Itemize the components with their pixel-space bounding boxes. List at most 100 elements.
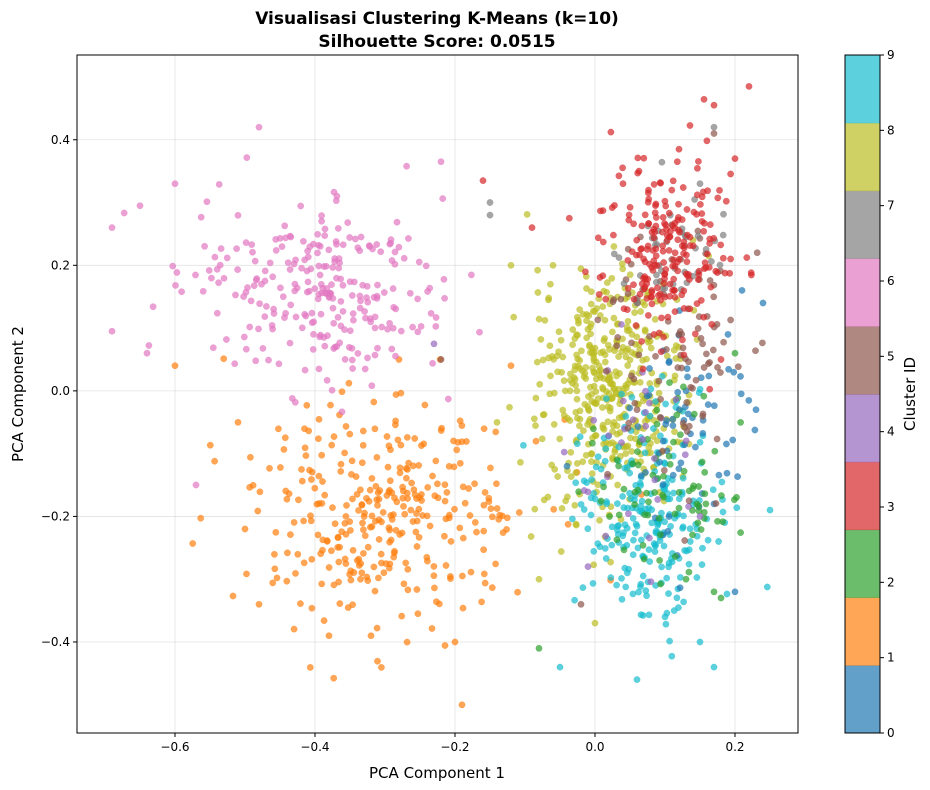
y-tick-label: 0.2 <box>51 258 70 272</box>
cluster-1-point <box>314 531 322 539</box>
cluster-8-point <box>541 316 549 324</box>
cluster-6-point <box>414 328 422 336</box>
cluster-8-point <box>572 521 580 529</box>
cluster-8-point <box>651 315 659 323</box>
cluster-3-point <box>630 281 637 289</box>
cluster-4-point <box>618 439 625 447</box>
cluster-1-point <box>428 625 436 632</box>
cluster-9-point <box>650 540 658 548</box>
cluster-9-point <box>645 546 653 554</box>
cluster-6-point <box>392 352 399 360</box>
cluster-1-point <box>342 512 350 520</box>
cluster-1-point <box>403 433 411 441</box>
cluster-8-point <box>623 323 631 331</box>
cluster-1-point <box>394 436 402 444</box>
cluster-2-point <box>701 490 709 498</box>
cluster-6-point <box>321 225 329 233</box>
cluster-3-point <box>661 197 669 205</box>
cluster-1-point <box>389 511 397 519</box>
cluster-0-point <box>684 373 691 381</box>
cluster-8-point <box>550 420 558 428</box>
colorbar-segment-2 <box>845 529 880 598</box>
cluster-6-point <box>366 242 374 250</box>
cluster-0-point <box>724 330 732 338</box>
cluster-1-point <box>419 512 427 519</box>
cluster-0-point <box>634 423 642 431</box>
x-tick-label: −0.4 <box>300 740 329 754</box>
cluster-9-point <box>618 390 626 398</box>
cluster-4-point <box>617 320 625 328</box>
cluster-5-point <box>656 413 664 421</box>
cluster-7-point <box>653 271 660 279</box>
cluster-1-point <box>437 427 445 434</box>
cluster-3-point <box>670 287 678 294</box>
cluster-9-point <box>602 555 610 562</box>
cluster-0-point <box>745 396 753 404</box>
cluster-0-point <box>664 527 672 535</box>
cluster-8-point <box>569 326 577 334</box>
cluster-6-point <box>276 284 284 292</box>
cluster-8-point <box>655 389 663 397</box>
cluster-8-point <box>596 516 603 524</box>
cluster-7-point <box>694 232 702 240</box>
cluster-9-point <box>652 527 660 535</box>
cluster-9-point <box>665 563 673 571</box>
cluster-8-point <box>527 533 535 540</box>
cluster-1-point <box>349 546 357 554</box>
cluster-3-point <box>706 221 714 229</box>
cluster-1-point <box>290 625 298 633</box>
cluster-1-point <box>404 465 411 473</box>
cluster-7-point <box>696 180 704 188</box>
cluster-6-point <box>291 398 299 406</box>
cluster-1-point <box>361 509 368 517</box>
colorbar-segment-6 <box>845 258 880 327</box>
cluster-1-point <box>358 501 366 508</box>
cluster-1-point <box>292 569 299 577</box>
cluster-1-point <box>459 483 467 491</box>
cluster-1-point <box>467 568 475 576</box>
cluster-6-point <box>377 248 385 256</box>
cluster-1-point <box>329 504 336 512</box>
cluster-1-point <box>298 465 305 473</box>
cluster-4-point <box>430 340 438 348</box>
cluster-6-point <box>220 274 228 282</box>
cluster-6-point <box>429 359 437 367</box>
cluster-1-point <box>447 537 455 545</box>
cluster-1-point <box>311 484 319 492</box>
cluster-2-point <box>665 452 673 460</box>
cluster-8-point <box>595 362 603 370</box>
colorbar-tick-label: 9 <box>887 48 895 62</box>
cluster-6-point <box>171 180 179 188</box>
cluster-8-point <box>622 450 630 458</box>
cluster-3-point <box>648 300 656 308</box>
cluster-1-point <box>321 491 329 499</box>
cluster-7-point <box>486 199 494 206</box>
cluster-8-point <box>588 397 596 405</box>
cluster-8-point <box>557 548 565 555</box>
cluster-3-point <box>648 293 656 301</box>
cluster-6-point <box>476 328 483 336</box>
cluster-5-point <box>633 406 641 414</box>
cluster-3-point <box>670 275 678 283</box>
cluster-3-point <box>684 272 692 280</box>
cluster-6-point <box>259 344 267 352</box>
cluster-9-point <box>733 504 741 512</box>
cluster-1-point <box>361 532 369 540</box>
cluster-6-point <box>233 245 241 253</box>
cluster-8-point <box>564 414 571 422</box>
cluster-3-point <box>630 295 638 303</box>
cluster-6-point <box>371 351 379 359</box>
cluster-3-point <box>615 172 623 180</box>
cluster-9-point <box>663 574 671 582</box>
cluster-9-point <box>626 469 634 477</box>
cluster-9-point <box>608 541 616 549</box>
cluster-6-point <box>317 310 325 318</box>
cluster-6-point <box>368 382 376 390</box>
cluster-6-point <box>310 330 317 338</box>
cluster-1-point <box>283 495 291 503</box>
cluster-1-point <box>355 555 363 563</box>
cluster-6-point <box>246 323 254 331</box>
y-tick-label: −0.4 <box>41 635 70 649</box>
cluster-9-point <box>633 676 641 684</box>
cluster-1-point <box>382 560 390 568</box>
